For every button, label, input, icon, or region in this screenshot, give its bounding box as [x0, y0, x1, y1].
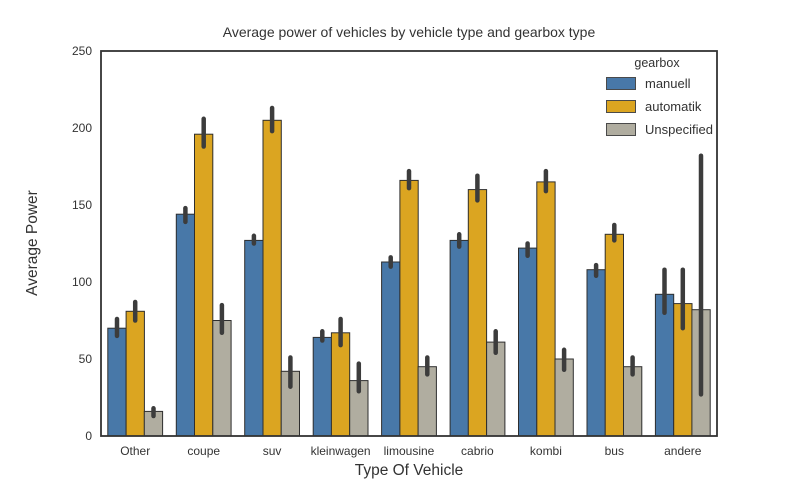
bar-manuell-suv	[244, 239, 264, 437]
bar-manuell-limousine	[381, 261, 401, 437]
x-tick-label: Other	[120, 444, 150, 458]
legend: gearbox manuell automatik Unspecified	[596, 56, 718, 145]
bar-manuell-bus	[586, 269, 606, 437]
y-tick-label: 50	[79, 352, 93, 366]
x-tick-label: andere	[664, 444, 702, 458]
bar-manuell-kombi	[518, 247, 538, 437]
bar-automatik-suv	[262, 119, 282, 437]
bar-manuell-kleinwagen	[312, 336, 333, 437]
axes-border	[100, 50, 718, 437]
chart-title: Average power of vehicles by vehicle typ…	[222, 24, 596, 40]
legend-entry-label: automatik	[645, 99, 702, 114]
legend-swatch-automatik	[606, 100, 636, 113]
bar-automatik-bus	[604, 233, 625, 437]
x-tick-label: kleinwagen	[311, 444, 371, 458]
x-tick-label: bus	[605, 444, 624, 458]
x-tick-label: kombi	[530, 444, 562, 458]
legend-entry-automatik: automatik	[596, 99, 718, 114]
legend-swatch-Unspecified	[606, 123, 636, 136]
bar-automatik-cabrio	[467, 189, 488, 437]
bar-Unspecified-coupe	[212, 320, 232, 437]
y-tick-label: 200	[72, 121, 92, 135]
y-tick-label: 250	[72, 44, 92, 58]
bar-manuell-Other	[107, 327, 127, 437]
x-tick-label: cabrio	[461, 444, 494, 458]
legend-entry-manuell: manuell	[596, 76, 718, 91]
bar-automatik-kleinwagen	[330, 332, 351, 437]
bar-manuell-coupe	[175, 213, 196, 437]
bar-automatik-kombi	[536, 181, 556, 437]
bar-automatik-limousine	[399, 179, 419, 437]
legend-entries: manuell automatik Unspecified	[596, 76, 718, 137]
bar-automatik-coupe	[194, 133, 214, 437]
x-axis-label: Type Of Vehicle	[354, 462, 464, 479]
bar-Unspecified-cabrio	[486, 341, 506, 437]
bar-automatik-Other	[125, 310, 145, 437]
legend-entry-Unspecified: Unspecified	[596, 122, 718, 137]
legend-entry-label: manuell	[645, 76, 691, 91]
legend-swatch-manuell	[606, 77, 636, 90]
legend-entry-label: Unspecified	[645, 122, 713, 137]
bar-Unspecified-bus	[623, 366, 643, 437]
legend-title: gearbox	[634, 56, 680, 70]
x-tick-label: suv	[263, 444, 282, 458]
y-tick-label: 0	[85, 429, 92, 443]
bar-manuell-cabrio	[449, 239, 469, 437]
y-tick-label: 100	[72, 275, 92, 289]
x-tick-label: coupe	[187, 444, 220, 458]
bar-Unspecified-limousine	[417, 366, 437, 437]
x-tick-label: limousine	[384, 444, 435, 458]
y-tick-label: 150	[72, 198, 92, 212]
bar-manuell-andere	[654, 293, 675, 437]
